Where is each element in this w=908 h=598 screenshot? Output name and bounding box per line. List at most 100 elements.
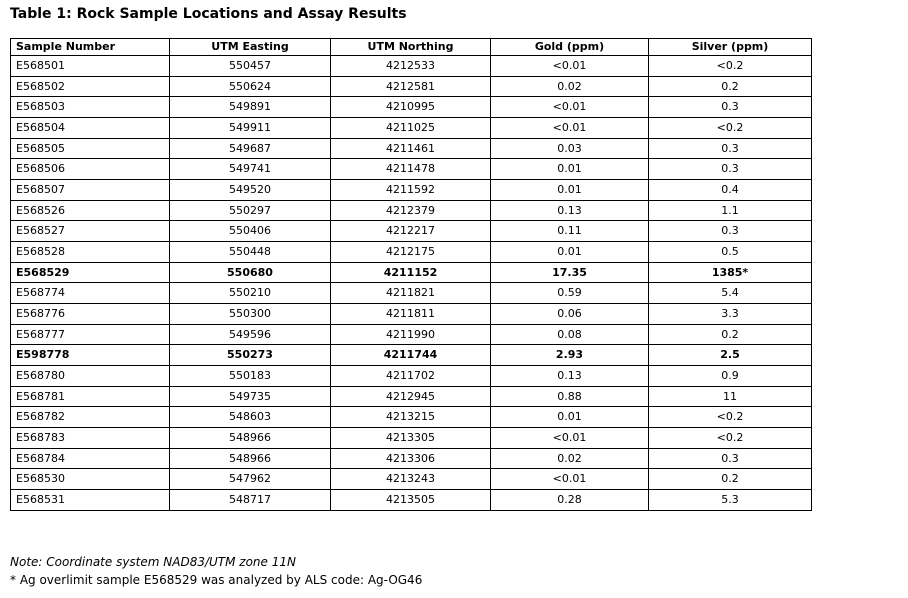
table-cell-silver-ppm: 0.3 bbox=[648, 137, 812, 160]
table-row: E568784 548966 4213306 0.02 0.3 bbox=[10, 447, 812, 470]
assay-results-table: Sample Number UTM Easting UTM Northing Gold… bbox=[10, 38, 812, 511]
table-cell-gold-ppm: 0.01 bbox=[490, 179, 649, 201]
table-cell-sample-number: E568531 bbox=[10, 489, 170, 511]
table-cell-sample-number: E568502 bbox=[10, 75, 170, 98]
table-cell-gold-ppm: 0.13 bbox=[490, 365, 649, 387]
table-cell-sample-number: E568783 bbox=[10, 427, 170, 449]
table-row: E568780 550183 4211702 0.13 0.9 bbox=[10, 365, 812, 387]
table-cell-gold-ppm: 0.13 bbox=[490, 199, 649, 222]
table-cell-silver-ppm: 0.3 bbox=[648, 158, 812, 181]
table-cell-utm-easting: 549735 bbox=[169, 385, 331, 408]
table-cell-silver-ppm: <0.2 bbox=[648, 117, 812, 139]
table-cell-silver-ppm: 0.5 bbox=[648, 241, 812, 263]
table-row: E568776 550300 4211811 0.06 3.3 bbox=[10, 303, 812, 325]
table-row: E568504 549911 4211025 <0.01 <0.2 bbox=[10, 117, 812, 139]
table-cell-utm-northing: 4213215 bbox=[330, 406, 491, 429]
table-cell-utm-easting: 550624 bbox=[169, 75, 331, 98]
table-cell-gold-ppm: <0.01 bbox=[490, 55, 649, 77]
table-cell-silver-ppm: 0.2 bbox=[648, 75, 812, 98]
table-cell-gold-ppm: 0.01 bbox=[490, 241, 649, 263]
table-cell-utm-northing: 4213505 bbox=[330, 489, 491, 511]
table-row: E568777 549596 4211990 0.08 0.2 bbox=[10, 323, 812, 346]
footnotes: Note: Coordinate system NAD83/UTM zone 1… bbox=[10, 553, 422, 589]
table-cell-silver-ppm: 0.4 bbox=[648, 179, 812, 201]
table-cell-gold-ppm: 0.88 bbox=[490, 385, 649, 408]
table-cell-utm-easting: 548603 bbox=[169, 406, 331, 429]
table-cell-gold-ppm: <0.01 bbox=[490, 427, 649, 449]
table-cell-gold-ppm: 0.03 bbox=[490, 137, 649, 160]
table-cell-utm-northing: 4213305 bbox=[330, 427, 491, 449]
table-body: E568501 550457 4212533 <0.01 <0.2 E568502 5506… bbox=[10, 55, 812, 511]
table-cell-sample-number: E568530 bbox=[10, 468, 170, 491]
table-cell-utm-northing: 4211592 bbox=[330, 179, 491, 201]
table-cell-gold-ppm: <0.01 bbox=[490, 468, 649, 491]
table-cell-gold-ppm: 2.93 bbox=[490, 344, 649, 367]
table-cell-sample-number: E568529 bbox=[10, 261, 170, 284]
coordinate-system-note: Note: Coordinate system NAD83/UTM zone 1… bbox=[10, 555, 296, 569]
table-row: E568526 550297 4212379 0.13 1.1 bbox=[10, 199, 812, 222]
table-cell-utm-easting: 549687 bbox=[169, 137, 331, 160]
table-cell-gold-ppm: <0.01 bbox=[490, 117, 649, 139]
table-cell-utm-easting: 550297 bbox=[169, 199, 331, 222]
table-cell-gold-ppm: 0.02 bbox=[490, 75, 649, 98]
table-cell-utm-easting: 547962 bbox=[169, 468, 331, 491]
table-cell-silver-ppm: 1385* bbox=[648, 261, 812, 284]
table-cell-silver-ppm: 0.3 bbox=[648, 447, 812, 470]
column-header-silver-ppm: Silver (ppm) bbox=[648, 38, 812, 56]
table-cell-utm-northing: 4213306 bbox=[330, 447, 491, 470]
table-cell-gold-ppm: 0.08 bbox=[490, 323, 649, 346]
table-cell-sample-number: E598778 bbox=[10, 344, 170, 367]
table-cell-sample-number: E568505 bbox=[10, 137, 170, 160]
table-cell-utm-easting: 550406 bbox=[169, 220, 331, 243]
table-cell-sample-number: E568504 bbox=[10, 117, 170, 139]
table-cell-sample-number: E568503 bbox=[10, 96, 170, 119]
table-cell-sample-number: E568781 bbox=[10, 385, 170, 408]
table-cell-silver-ppm: 2.5 bbox=[648, 344, 812, 367]
table-header-row: Sample Number UTM Easting UTM Northing Gold… bbox=[10, 38, 812, 56]
table-cell-utm-easting: 550210 bbox=[169, 282, 331, 305]
table-row: E568502 550624 4212581 0.02 0.2 bbox=[10, 75, 812, 98]
table-cell-silver-ppm: 5.3 bbox=[648, 489, 812, 511]
table-row: E568505 549687 4211461 0.03 0.3 bbox=[10, 137, 812, 160]
table-cell-utm-easting: 550300 bbox=[169, 303, 331, 325]
table-cell-sample-number: E568526 bbox=[10, 199, 170, 222]
table-cell-gold-ppm: 0.01 bbox=[490, 406, 649, 429]
table-row: E598778 550273 4211744 2.93 2.5 bbox=[10, 344, 812, 367]
table-row: E568503 549891 4210995 <0.01 0.3 bbox=[10, 96, 812, 119]
table-cell-sample-number: E568776 bbox=[10, 303, 170, 325]
table-cell-utm-easting: 549596 bbox=[169, 323, 331, 346]
table-cell-silver-ppm: <0.2 bbox=[648, 406, 812, 429]
table-row: E568774 550210 4211821 0.59 5.4 bbox=[10, 282, 812, 305]
table-cell-utm-easting: 549891 bbox=[169, 96, 331, 119]
table-cell-utm-northing: 4211811 bbox=[330, 303, 491, 325]
table-cell-sample-number: E568782 bbox=[10, 406, 170, 429]
table-cell-sample-number: E568780 bbox=[10, 365, 170, 387]
table-cell-silver-ppm: 0.2 bbox=[648, 468, 812, 491]
table-cell-silver-ppm: 0.3 bbox=[648, 96, 812, 119]
table-cell-gold-ppm: 0.01 bbox=[490, 158, 649, 181]
table-cell-silver-ppm: 5.4 bbox=[648, 282, 812, 305]
table-cell-utm-easting: 549520 bbox=[169, 179, 331, 201]
table-cell-utm-northing: 4211461 bbox=[330, 137, 491, 160]
table-cell-utm-easting: 549911 bbox=[169, 117, 331, 139]
table-row: E568528 550448 4212175 0.01 0.5 bbox=[10, 241, 812, 263]
table-cell-utm-northing: 4211990 bbox=[330, 323, 491, 346]
table-cell-utm-easting: 550457 bbox=[169, 55, 331, 77]
table-cell-utm-easting: 548966 bbox=[169, 447, 331, 470]
page-title: Table 1: Rock Sample Locations and Assay… bbox=[10, 6, 407, 22]
table-cell-silver-ppm: 11 bbox=[648, 385, 812, 408]
table-row: E568783 548966 4213305 <0.01 <0.2 bbox=[10, 427, 812, 449]
table-cell-utm-northing: 4211152 bbox=[330, 261, 491, 284]
table-cell-utm-northing: 4212581 bbox=[330, 75, 491, 98]
table-cell-sample-number: E568784 bbox=[10, 447, 170, 470]
table-cell-utm-easting: 550448 bbox=[169, 241, 331, 263]
table-row: E568527 550406 4212217 0.11 0.3 bbox=[10, 220, 812, 243]
table-cell-utm-easting: 550680 bbox=[169, 261, 331, 284]
table-cell-gold-ppm: 0.02 bbox=[490, 447, 649, 470]
table-row: E568507 549520 4211592 0.01 0.4 bbox=[10, 179, 812, 201]
table-cell-utm-northing: 4212175 bbox=[330, 241, 491, 263]
table-cell-utm-easting: 548966 bbox=[169, 427, 331, 449]
table-cell-utm-easting: 548717 bbox=[169, 489, 331, 511]
table-cell-utm-northing: 4212945 bbox=[330, 385, 491, 408]
